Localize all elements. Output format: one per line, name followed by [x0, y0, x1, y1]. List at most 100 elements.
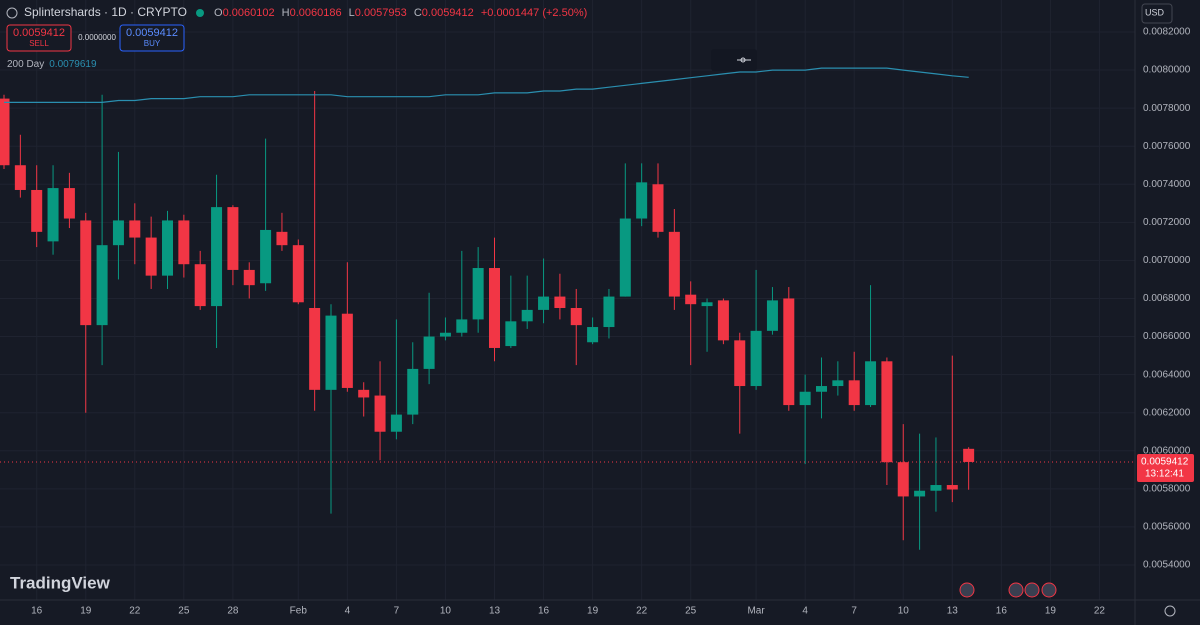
candle-body [701, 302, 713, 307]
candle-body [505, 321, 517, 347]
candle-body [848, 380, 860, 406]
sell-button[interactable] [6, 24, 72, 52]
settings-icon[interactable] [1164, 605, 1176, 617]
spread: 0.0000000 [78, 33, 116, 42]
l-label: L [349, 7, 355, 19]
candle-body [521, 309, 533, 322]
candle-body [717, 300, 729, 341]
sell-price: 0.0059412 [13, 27, 65, 39]
buy-label: BUY [144, 39, 161, 48]
x-tick-label: 22 [129, 606, 141, 617]
event-icon[interactable] [959, 582, 975, 598]
handle[interactable] [711, 49, 757, 71]
x-tick-label: 22 [1094, 606, 1106, 617]
last-price-label: 0.0059412 [1141, 457, 1189, 468]
ma-value: 0.0079619 [49, 59, 97, 70]
candle-body [619, 218, 631, 297]
candle-body [538, 296, 550, 310]
x-tick-label: 22 [636, 606, 648, 617]
events [959, 582, 1057, 598]
candle-body [390, 414, 402, 432]
symbol: Splintershards · 1D · CRYPTO [24, 5, 187, 19]
buy-button[interactable] [119, 24, 185, 52]
y-tick-label: 0.0054000 [1143, 560, 1191, 571]
candle-body [881, 361, 893, 463]
candle-body [472, 268, 484, 320]
candle-body [897, 462, 909, 497]
currency-button[interactable] [1141, 3, 1173, 24]
l-value: 0.0057953 [355, 7, 407, 19]
candle-body [80, 220, 92, 326]
x-tick-label: 25 [685, 606, 697, 617]
candle-body [227, 207, 239, 270]
candle-body [243, 269, 255, 286]
candle-body [14, 165, 26, 190]
c-value: 0.0059412 [422, 7, 474, 19]
y-tick-label: 0.0062000 [1143, 407, 1191, 418]
candle-body [63, 188, 75, 219]
candle-body [750, 330, 762, 387]
y-tick-label: 0.0080000 [1143, 65, 1191, 76]
x-tick-label: 28 [227, 606, 239, 617]
x-tick-label: 10 [898, 606, 910, 617]
event-icon[interactable] [1024, 582, 1040, 598]
indicator-legend: 200 Day 0.0079619 [7, 59, 97, 70]
y-tick-label: 0.0082000 [1143, 27, 1191, 38]
candle-body [668, 231, 680, 297]
y-tick-label: 0.0064000 [1143, 369, 1191, 380]
brand: TradingView [10, 573, 111, 592]
x-tick-label: 25 [178, 606, 190, 617]
x-tick-label: 10 [440, 606, 452, 617]
x-tick-label: Feb [290, 606, 308, 617]
y-tick-label: 0.0070000 [1143, 255, 1191, 266]
candle-body [129, 220, 141, 238]
candle-body [946, 485, 958, 490]
event-icon[interactable] [1008, 582, 1024, 598]
candle-body [325, 315, 337, 390]
y-tick-label: 0.0066000 [1143, 331, 1191, 342]
sell-label: SELL [29, 39, 49, 48]
candle-body [96, 245, 108, 326]
last-price-tag [1137, 453, 1194, 482]
candle-body [865, 361, 877, 406]
buy-price: 0.0059412 [126, 27, 178, 39]
candle-body [603, 296, 615, 328]
x-tick-label: 16 [31, 606, 43, 617]
candle-body [374, 395, 386, 432]
o-value: 0.0060102 [223, 7, 275, 19]
x-tick-label: 13 [947, 606, 959, 617]
candle-body [358, 389, 370, 398]
marks [0, 67, 1135, 550]
candle-body [766, 300, 778, 331]
y-tick-label: 0.0078000 [1143, 103, 1191, 114]
event-icon[interactable] [1041, 582, 1057, 598]
candle-body [423, 336, 435, 369]
candle-body [276, 231, 288, 246]
candle-body [194, 264, 206, 307]
candle-body [341, 313, 353, 388]
h-value: 0.0060186 [290, 7, 342, 19]
candle-body [685, 294, 697, 305]
candle-body [145, 237, 157, 276]
x-tick-label: 19 [587, 606, 599, 617]
x-tick-label: 4 [802, 606, 808, 617]
o-label: O [214, 7, 223, 19]
x-tick-label: 19 [80, 606, 92, 617]
x-tick-label: 7 [394, 606, 400, 617]
candle-body [292, 245, 304, 303]
candle-body [587, 327, 599, 343]
candle-body [930, 485, 942, 491]
x-tick-label: 7 [851, 606, 857, 617]
market-status [196, 9, 204, 17]
y-tick-label: 0.0060000 [1143, 445, 1191, 456]
x-tick-label: 4 [345, 606, 351, 617]
candle-body [652, 184, 664, 232]
candle-body [816, 386, 827, 392]
candle-body [914, 490, 926, 497]
candle-body [570, 307, 582, 326]
candle-body [162, 220, 173, 276]
y-tick-label: 0.0074000 [1143, 179, 1191, 190]
candle-body [554, 296, 566, 308]
ma-name: 200 Day [7, 59, 44, 70]
